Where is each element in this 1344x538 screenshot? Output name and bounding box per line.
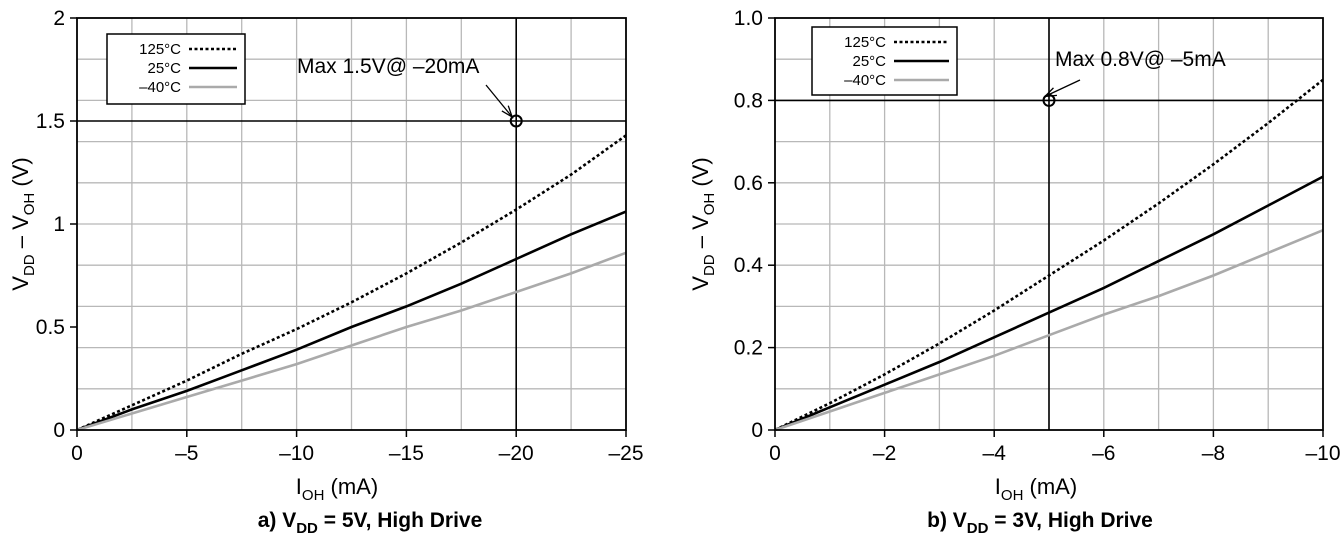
x-tick-label: –15 xyxy=(389,442,424,465)
x-tick-label: –4 xyxy=(983,442,1007,465)
x-tick-label: –25 xyxy=(608,442,643,465)
x-tick-label: –2 xyxy=(873,442,896,465)
series-line-2 xyxy=(774,228,1324,432)
y-tick-label: 1.0 xyxy=(734,7,763,30)
y-axis-label: VDD – VOH (V) xyxy=(688,157,718,290)
y-tick-label: 2 xyxy=(53,7,65,30)
max-point-marker xyxy=(509,114,523,128)
chart-b: 0 –2 –4 –6 –8 –10 0 0.2 0.4 0.6 0.8 1.0 125°C 25°C –40… xyxy=(688,7,1341,537)
x-axis-label: IOH (mA) xyxy=(296,474,378,504)
y-tick-label: 0 xyxy=(53,419,65,442)
y-axis-label: VDD – VOH (V) xyxy=(8,157,38,290)
legend-label: –40°C xyxy=(139,79,181,96)
x-tick-label: 0 xyxy=(769,442,781,465)
y-tick-label: 0.5 xyxy=(36,316,65,339)
chart-caption: a) VDD = 5V, High Drive xyxy=(258,509,483,537)
x-tick-label: 0 xyxy=(71,442,83,465)
legend: 125°C 25°C –40°C xyxy=(811,26,958,96)
legend-label: 25°C xyxy=(147,60,181,77)
y-tick-label: 0 xyxy=(751,419,763,442)
series-line-1 xyxy=(774,175,1324,432)
legend-label: 125°C xyxy=(844,34,886,51)
legend-label: 25°C xyxy=(852,53,886,70)
max-point-marker xyxy=(1042,93,1056,107)
x-tick-label: –20 xyxy=(499,442,534,465)
chart-caption: b) VDD = 3V, High Drive xyxy=(927,509,1153,537)
x-tick-label: –8 xyxy=(1202,442,1225,465)
x-tick-label: –10 xyxy=(1305,442,1340,465)
x-axis-label: IOH (mA) xyxy=(995,474,1077,504)
series-line-1 xyxy=(76,210,627,432)
x-tick-label: –5 xyxy=(175,442,198,465)
legend: 125°C 25°C –40°C xyxy=(106,33,246,105)
annotation-leader-line xyxy=(485,84,513,118)
max-annotation-label: Max 0.8V@ –5mA xyxy=(1055,48,1226,71)
y-tick-label: 0.8 xyxy=(734,89,763,112)
x-tick-label: –6 xyxy=(1092,442,1115,465)
x-tick-label: –10 xyxy=(279,442,314,465)
series-line-0 xyxy=(76,134,627,432)
legend-label: 125°C xyxy=(139,41,181,58)
chart-a: 0 –5 –10 –15 –20 –25 0 0.5 1 1.5 2 125°C 25°C –40°C Ma… xyxy=(8,7,644,537)
y-tick-label: 0.4 xyxy=(734,254,764,277)
plot-frame xyxy=(76,17,627,431)
legend-label: –40°C xyxy=(844,72,886,89)
y-tick-label: 0.2 xyxy=(734,337,763,360)
series-line-2 xyxy=(76,251,627,432)
annotation-leader-line xyxy=(1044,79,1081,97)
y-tick-label: 1 xyxy=(53,213,65,236)
y-tick-label: 1.5 xyxy=(36,110,65,133)
series-line-0 xyxy=(774,78,1324,432)
max-annotation-label: Max 1.5V@ –20mA xyxy=(297,55,479,78)
y-tick-label: 0.6 xyxy=(734,172,763,195)
plot-frame xyxy=(774,17,1324,431)
